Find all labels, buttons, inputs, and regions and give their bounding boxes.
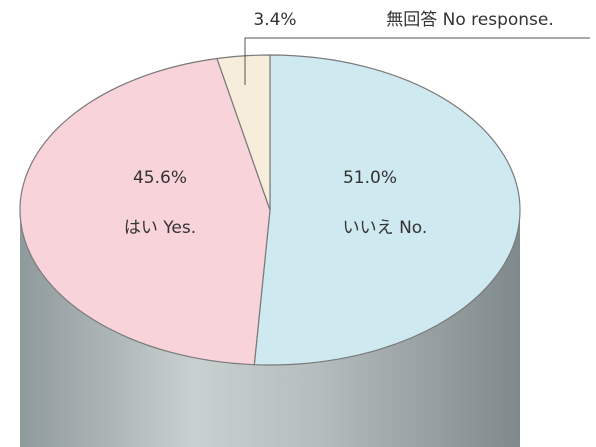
pie-slice (253, 54, 521, 366)
pie-slice (19, 57, 271, 366)
value-label: 51.0% (343, 168, 397, 188)
category-label: はい Yes. (124, 218, 196, 238)
leader-line (244, 37, 590, 85)
value-label: 45.6% (133, 168, 187, 188)
value-label: 3.4% (253, 10, 296, 30)
category-label: 無回答 No response. (386, 10, 554, 30)
category-label: いいえ No. (343, 218, 428, 238)
pie-slice (216, 54, 271, 211)
